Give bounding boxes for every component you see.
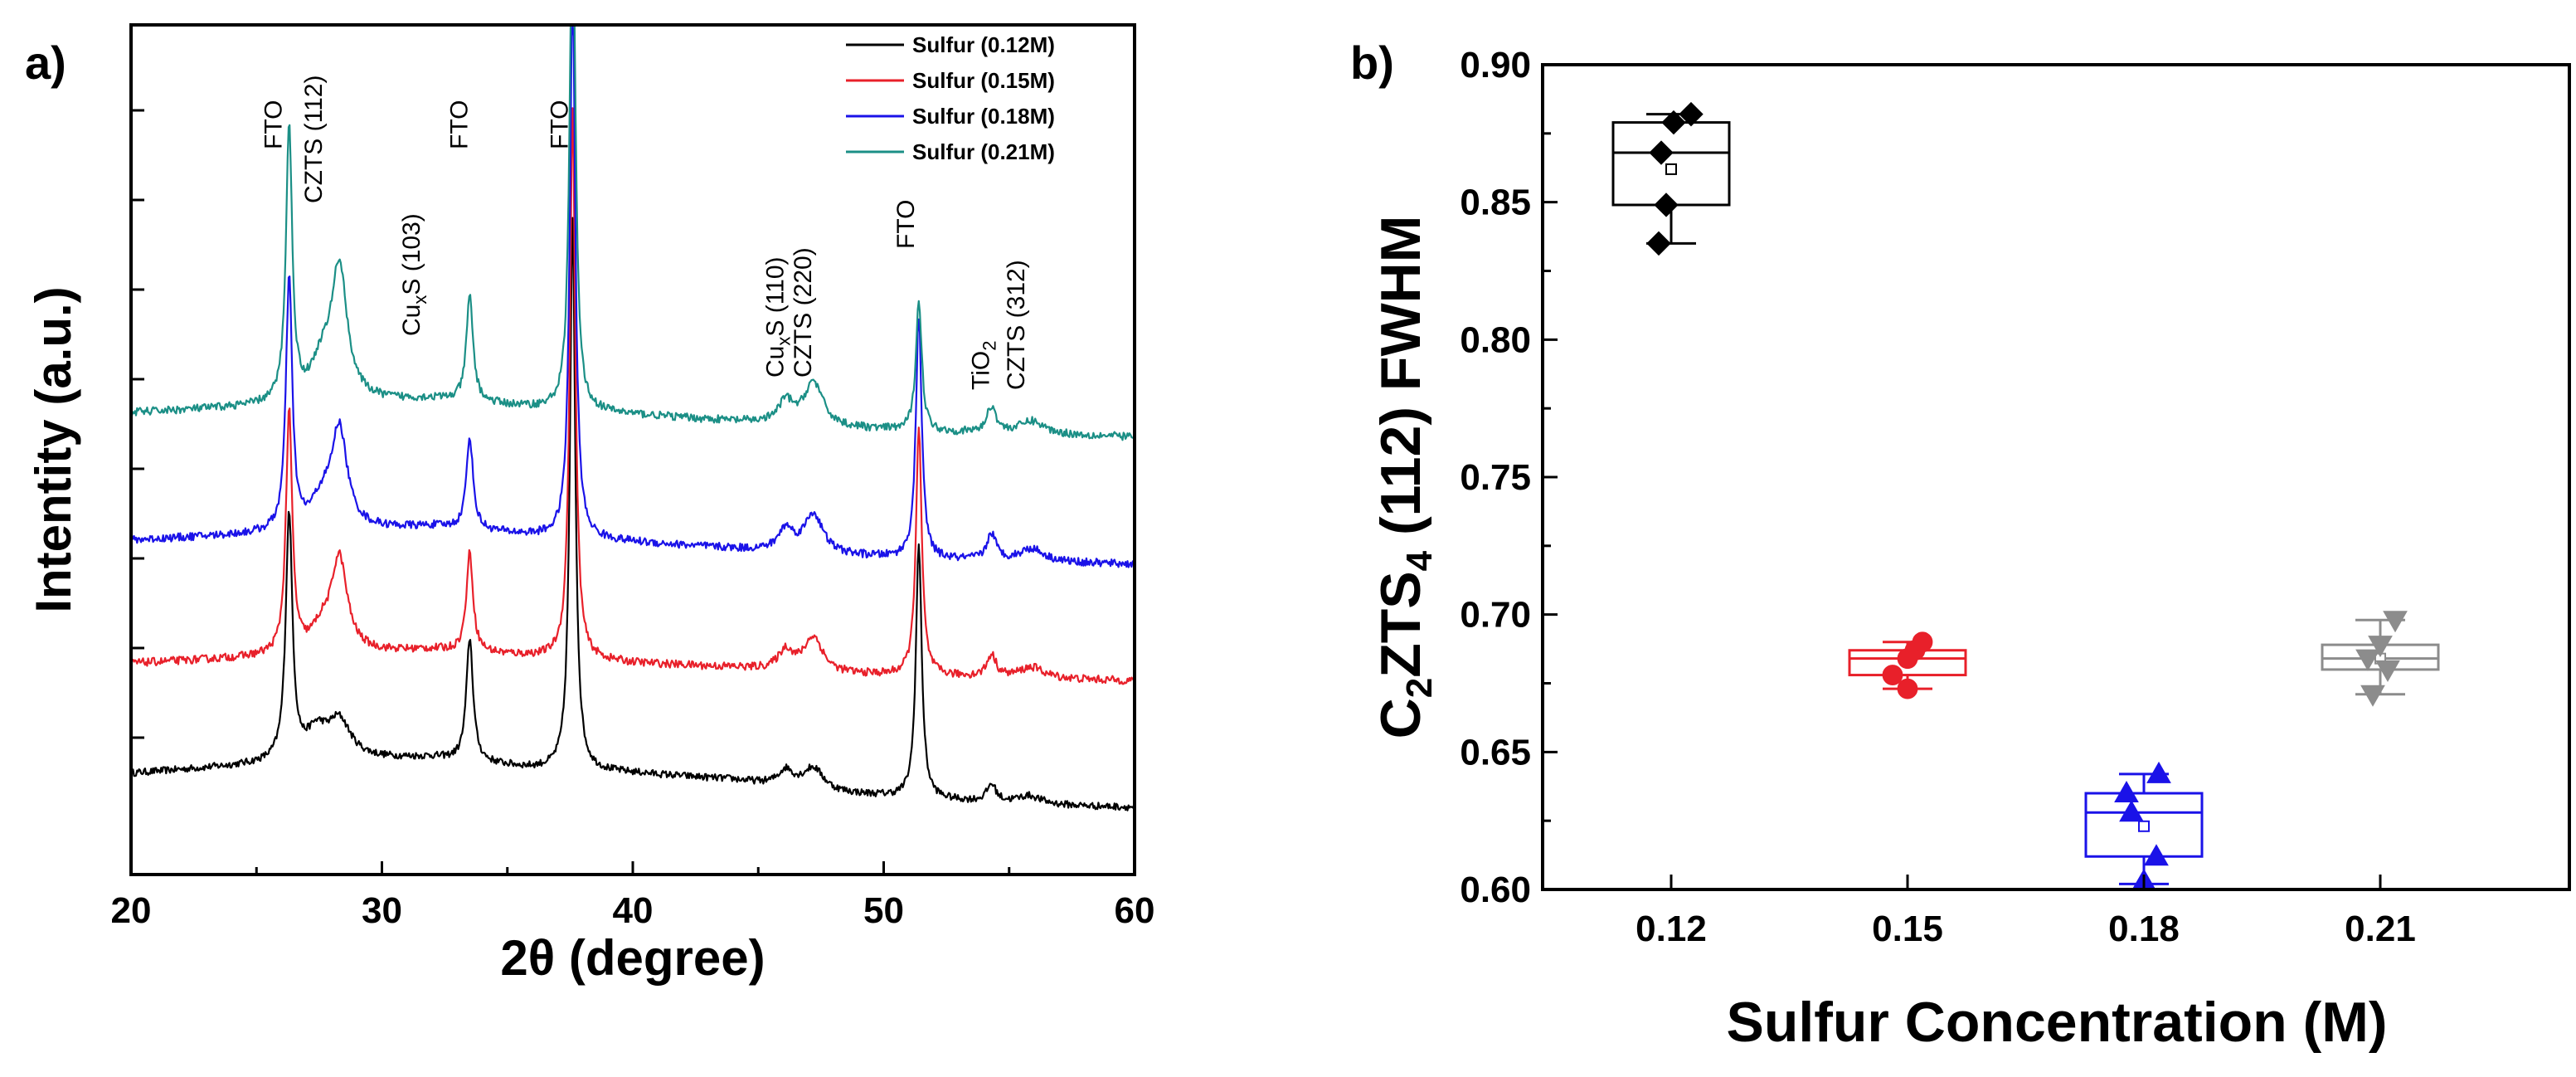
data-point-circle — [1897, 678, 1918, 699]
panel-b-y-axis-title: C2ZTS4 (112) FWHM — [1369, 216, 1440, 739]
panel-b: b) 0.12 0.15 0.18 0.21 0.60 0.65 0.70 0.75 0.80… — [1350, 37, 2571, 1054]
x-tick-label: 40 — [613, 890, 654, 931]
data-point-triangle-down — [2375, 660, 2400, 682]
peak-label-2: CZTS (112) — [300, 76, 328, 203]
panel-b-y-ticks: 0.60 0.65 0.70 0.75 0.80 0.85 0.90 — [1460, 45, 1558, 910]
peak-label-text: FTO — [892, 200, 920, 249]
legend: Sulfur (0.12M) Sulfur (0.15M) Sulfur (0.18… — [846, 32, 1055, 164]
x-tick-label: 30 — [362, 890, 402, 931]
y-title-c: C — [1369, 698, 1432, 738]
box-group-0.15 — [1848, 631, 1967, 699]
xrd-trace-2 — [129, 107, 1136, 685]
peak-label-text: FTO — [445, 100, 473, 149]
box-plots — [1611, 101, 2440, 891]
y-tick-label: 0.60 — [1460, 870, 1531, 910]
peak-label-text: CZTS (220) — [790, 247, 817, 378]
legend-label: Sulfur (0.15M) — [912, 68, 1055, 93]
peak-label-3: CuxS (103) — [398, 213, 430, 336]
data-point-triangle-up — [2146, 761, 2171, 783]
xrd-trace-4 — [130, 23, 1136, 441]
peak-label-5: FTO — [546, 100, 573, 149]
x-tick-label: 0.15 — [1872, 909, 1943, 949]
peak-label-sub: x — [774, 337, 795, 346]
xrd-trace-1 — [129, 217, 1135, 811]
x-tick-label: 20 — [111, 890, 152, 931]
xrd-trace-3 — [129, 23, 1136, 568]
legend-label: Sulfur (0.12M) — [912, 32, 1055, 57]
box-group-0.21 — [2321, 611, 2440, 707]
y-title-sub-2: 2 — [1399, 678, 1440, 698]
panel-b-x-axis-title: Sulfur Concentration (M) — [1726, 991, 2387, 1054]
peak-label-text: TiO — [968, 351, 995, 390]
data-point-diamond — [1649, 140, 1674, 165]
y-tick-label: 0.75 — [1460, 457, 1531, 498]
y-tick-label: 0.85 — [1460, 183, 1531, 223]
peak-label-text: FTO — [546, 100, 573, 149]
peak-label-sub: x — [410, 295, 430, 305]
y-title-zts: ZTS — [1369, 571, 1432, 677]
data-point-triangle-up — [2144, 844, 2169, 866]
mean-marker — [1665, 163, 1677, 175]
peak-label-6: CuxS (110) — [762, 256, 795, 378]
peak-label-text: Cu — [762, 346, 790, 378]
data-point-triangle-down — [2368, 636, 2393, 658]
peak-label-tail: S (110) — [762, 256, 790, 336]
x-tick-label: 0.12 — [1636, 909, 1707, 949]
y-tick-label: 0.80 — [1460, 319, 1531, 360]
y-title-sub-4: 4 — [1399, 550, 1440, 571]
x-tick-label: 0.21 — [2345, 909, 2416, 949]
x-tick-label: 0.18 — [2108, 909, 2180, 949]
data-point-triangle-down — [2360, 685, 2385, 707]
peak-label-9: TiO2 — [968, 341, 1000, 390]
data-point-triangle-down — [2355, 649, 2380, 671]
y-tick-label: 0.70 — [1460, 595, 1531, 636]
box-group-0.12 — [1611, 101, 1731, 256]
peak-label-4: FTO — [445, 100, 473, 149]
panel-a-x-ticks: 20 30 40 50 60 — [111, 861, 1155, 931]
peak-label-text: CZTS (112) — [300, 76, 328, 203]
y-tick-label: 0.90 — [1460, 45, 1531, 85]
peak-label-7: CZTS (220) — [790, 247, 817, 378]
peak-label-10: CZTS (312) — [1003, 260, 1030, 390]
panel-a-label: a) — [25, 37, 66, 89]
panel-b-x-ticks: 0.12 0.15 0.18 0.21 — [1636, 875, 2416, 949]
data-point-diamond — [1646, 231, 1671, 256]
data-point-diamond — [1679, 101, 1704, 127]
box-group-0.18 — [2084, 761, 2204, 891]
panel-a-y-axis-title: Intentity (a.u.) — [26, 286, 81, 612]
panel-a-x-axis-title: 2θ (degree) — [500, 930, 765, 986]
peak-label-1: FTO — [260, 100, 288, 149]
x-tick-label: 50 — [863, 890, 904, 931]
data-point-circle — [1912, 631, 1933, 653]
x-tick-label: 60 — [1115, 890, 1155, 931]
peak-label-tail: S (103) — [398, 213, 425, 295]
peak-label-8: FTO — [892, 200, 920, 249]
data-point-triangle-up — [2119, 800, 2144, 822]
panel-a-y-ticks — [131, 109, 144, 739]
data-point-triangle-up — [2114, 781, 2139, 803]
data-point-triangle-down — [2383, 611, 2408, 633]
peak-label-sub: 2 — [979, 341, 1000, 351]
mean-marker — [2138, 820, 2150, 832]
peak-label-text: CZTS (312) — [1003, 260, 1030, 390]
xrd-traces — [129, 23, 1136, 811]
y-title-rest: (112) FWHM — [1369, 216, 1432, 551]
peak-label-text: FTO — [260, 100, 288, 149]
panel-b-label: b) — [1350, 37, 1394, 89]
legend-label: Sulfur (0.18M) — [912, 104, 1055, 129]
legend-label: Sulfur (0.21M) — [912, 139, 1055, 164]
y-tick-label: 0.65 — [1460, 732, 1531, 772]
data-point-diamond — [1661, 110, 1686, 135]
data-point-diamond — [1654, 192, 1679, 217]
peak-label-text: Cu — [398, 305, 425, 336]
data-point-circle — [1882, 665, 1903, 685]
